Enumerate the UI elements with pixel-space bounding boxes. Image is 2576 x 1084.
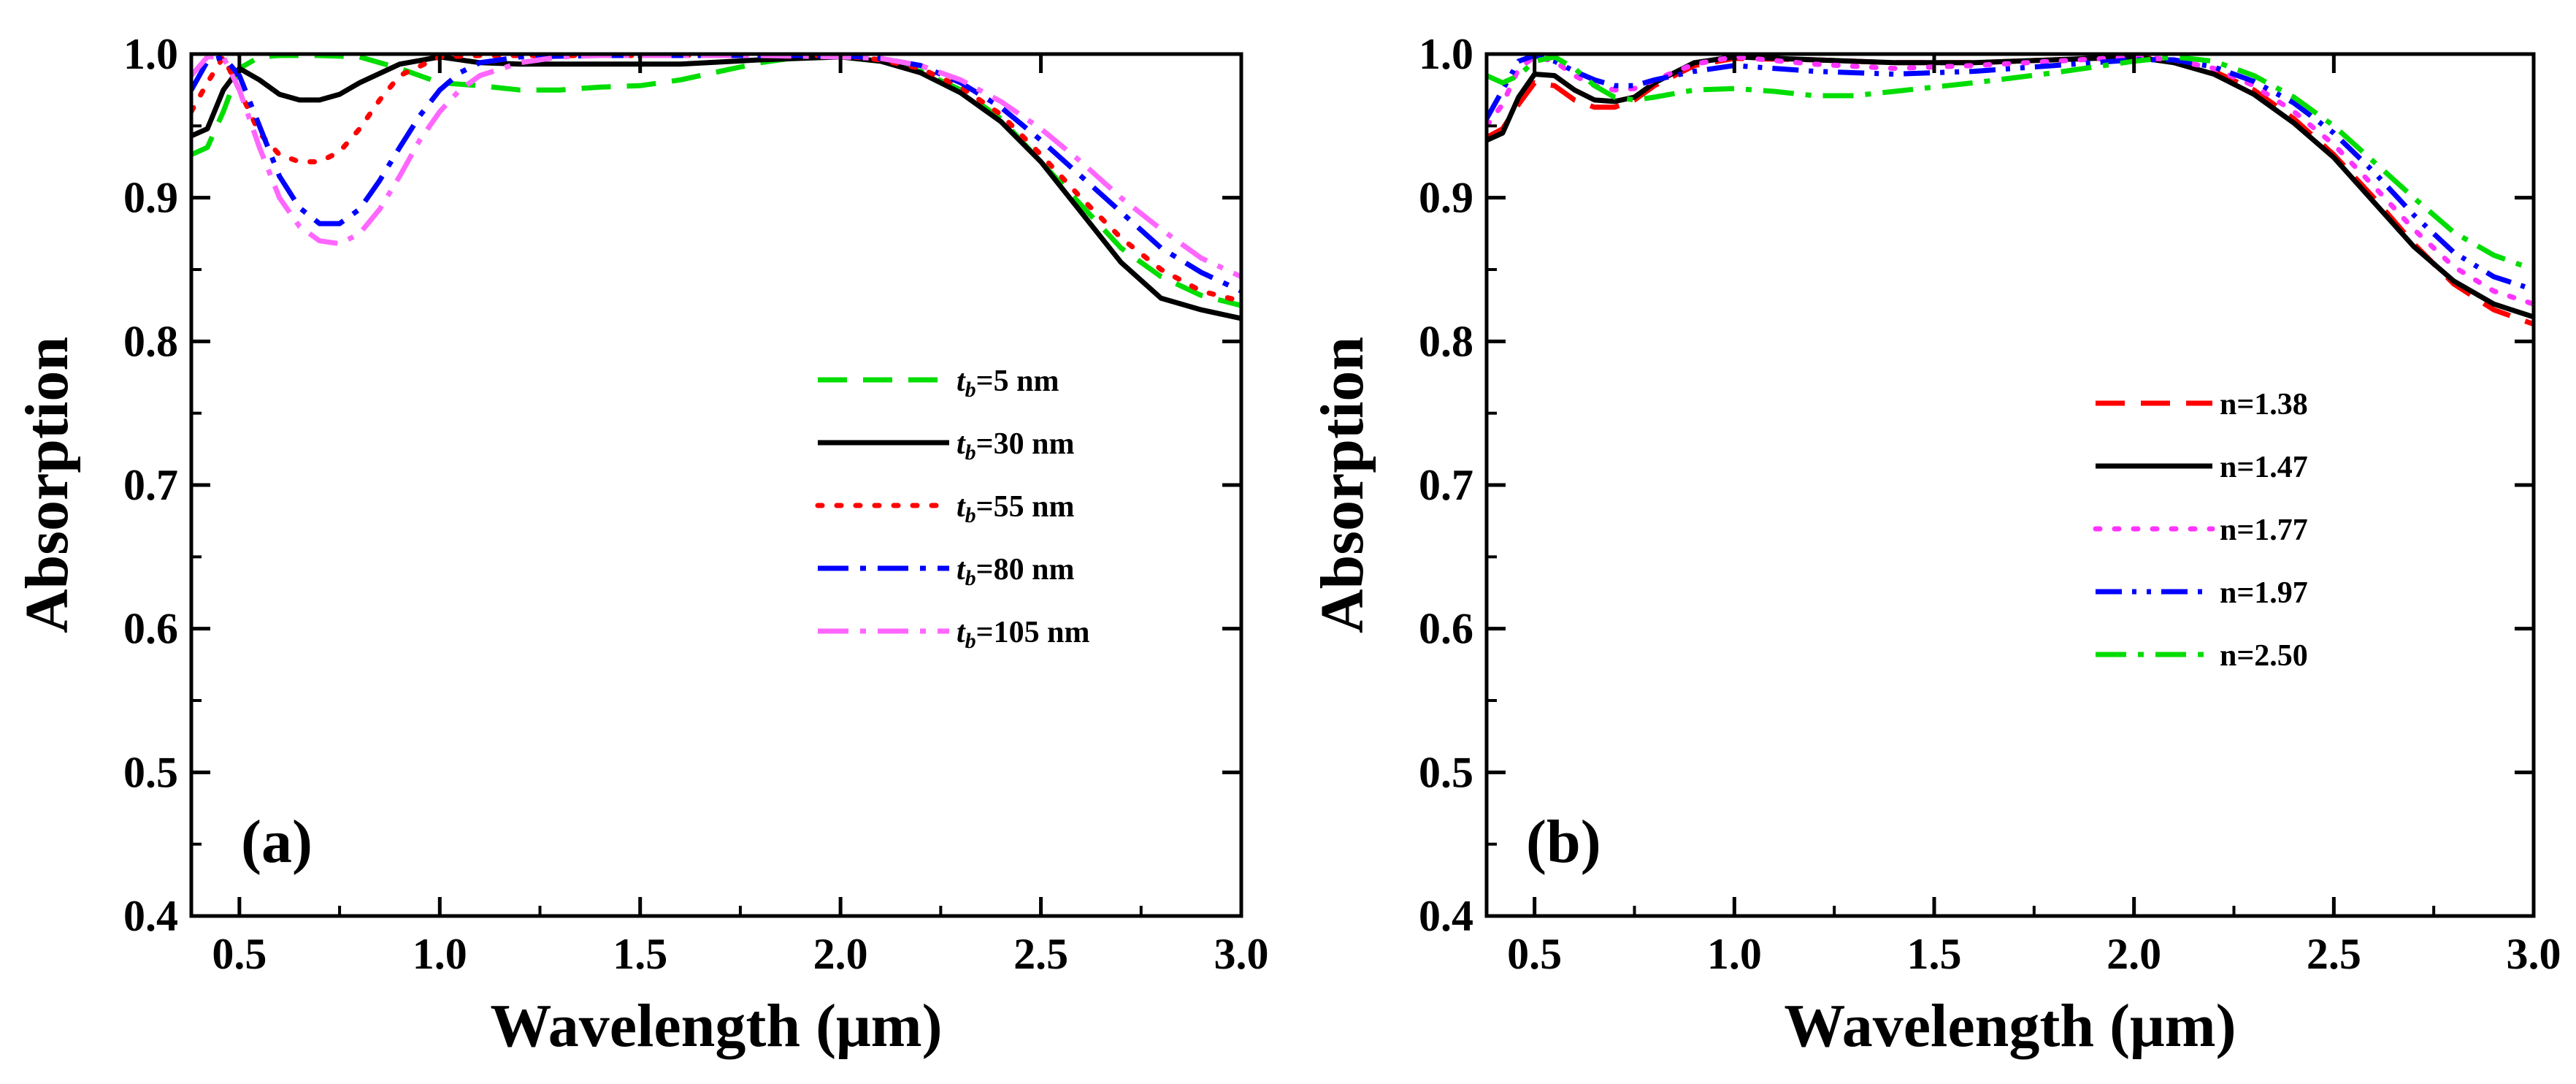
legend-label: tb=30 nm [957,427,1074,465]
series-line-tb-80-nm [191,54,1241,294]
x-tick-label: 1.0 [1707,930,1762,978]
series-line-n-2-50 [1487,54,2534,272]
y-tick-label: 0.9 [123,174,178,222]
y-tick-label: 0.5 [123,748,178,796]
panel-label: (a) [241,808,313,876]
y-tick-label: 0.4 [1419,892,1473,940]
y-tick-label: 0.9 [1419,174,1473,222]
series-line-tb-105-nm [191,54,1241,279]
panel-label: (b) [1526,808,1601,876]
y-tick-label: 0.6 [1419,605,1473,653]
x-tick-label: 1.5 [1907,930,1962,978]
x-tick-label: 2.0 [2107,930,2161,978]
x-tick-label: 1.0 [413,930,467,978]
y-tick-label: 0.8 [1419,317,1473,365]
y-axis-title: Absorption [13,337,81,633]
x-tick-label: 1.5 [613,930,667,978]
legend-label: n=1.97 [2220,576,2308,610]
legend-label: tb=5 nm [957,364,1059,402]
legend-label: n=1.38 [2220,388,2308,421]
y-axis-title: Absorption [1308,337,1376,633]
y-tick-label: 0.4 [123,892,178,940]
legend-label: tb=105 nm [957,616,1089,653]
series-line-n-1-47 [1487,54,2534,320]
x-axis-title: Wavelength (μm) [1784,992,2236,1060]
legend-label: tb=80 nm [957,553,1074,590]
y-tick-label: 1.0 [123,30,178,78]
legend-label: tb=55 nm [957,490,1074,527]
series-line-n-1-77 [1487,54,2534,307]
axes-frame [189,52,1243,918]
x-tick-label: 3.0 [2507,930,2561,978]
x-tick-label: 2.5 [1013,930,1068,978]
y-tick-label: 0.7 [1419,461,1473,509]
x-tick-label: 0.5 [1507,930,1562,978]
series-group [191,54,1241,321]
panel-a: 0.5 1.0 1.5 2.0 2.5 3.0 0.4 0.5 0.6 0.7 0.8 0.9 1.0 W… [13,30,1269,1060]
y-tick-label: 0.8 [123,317,178,365]
x-axis-title: Wavelength (μm) [490,992,942,1060]
legend-label: n=1.77 [2220,514,2308,547]
x-tick-label: 0.5 [212,930,267,978]
x-tick-label: 2.5 [2307,930,2361,978]
legend: tb=5 nm tb=30 nm tb=55 nm tb=80 nm tb=105 nm [815,364,1089,653]
y-tick-label: 0.6 [123,605,178,653]
legend-label: n=2.50 [2220,639,2308,673]
axes-frame [1484,52,2536,918]
panel-b: 0.5 1.0 1.5 2.0 2.5 3.0 0.4 0.5 0.6 0.7 0.8 0.9 1.0 W… [1308,30,2561,1060]
y-tick-label: 1.0 [1419,30,1473,78]
legend-label: n=1.47 [2220,451,2308,484]
x-tick-label: 2.0 [813,930,868,978]
legend: n=1.38 n=1.47 n=1.77 n=1.97 n=2.50 [2093,388,2308,673]
x-tick-label: 3.0 [1214,930,1269,978]
series-group [1487,54,2534,327]
y-tick-label: 0.7 [123,461,178,509]
y-tick-label: 0.5 [1419,748,1473,796]
series-line-tb-30-nm [191,54,1241,321]
